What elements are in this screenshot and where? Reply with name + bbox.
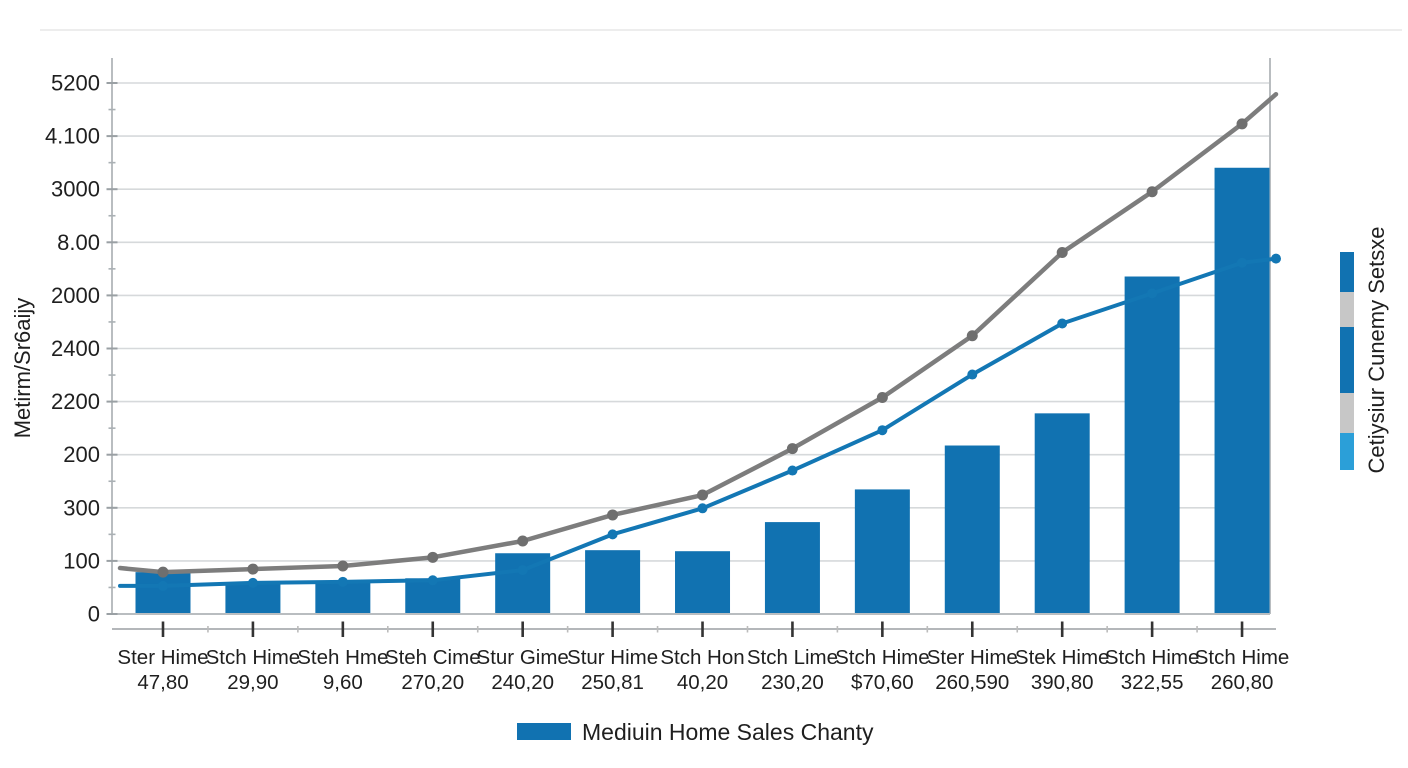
line-marker [1236,118,1248,130]
line-marker [967,369,978,380]
y-axis-title: Metirm/Sr6aijy [10,298,35,439]
x-category-name: Ster Hime [117,646,208,669]
x-category-name: Stch Lime [747,646,838,669]
bar [585,550,641,613]
color-bar-segment [1340,393,1354,433]
line-marker [697,503,708,514]
y-tick-label: 300 [63,495,100,520]
line-marker [786,443,798,455]
y-tick-label: 8.00 [57,230,100,255]
plot-borders [111,58,1271,615]
x-category-value: 390,80 [1031,671,1094,694]
line-marker [337,560,349,572]
x-category-name: Steh Hme [297,646,388,669]
x-category-name: Stch Hime [835,646,930,669]
x-category-name: Stur Hime [567,646,658,669]
legend: Mediuin Home Sales Chanty [517,719,874,745]
x-category-name: Ster Hime [927,646,1018,669]
y-tick-label: 2400 [51,336,100,361]
x-category-name: Stch Hon [660,646,744,669]
x-category-value: 40,20 [677,671,728,694]
right-legend-label: Cetiysiur Cunemy Setsxe [1364,227,1389,474]
legend-label: Mediuin Home Sales Chanty [582,719,874,745]
line-marker [427,551,439,563]
y-tick-label: 200 [63,442,100,467]
x-category-value: 260,80 [1211,671,1274,694]
legend-swatch-icon [517,723,571,740]
y-tick-label: 100 [63,548,100,573]
line-marker [247,563,259,575]
bar [764,522,820,613]
y-tick-label: 4.100 [45,124,100,149]
bar [315,582,371,613]
bar [944,445,1000,613]
line-marker [697,489,709,501]
y-tick-label: 0 [88,602,100,627]
x-category-name: Stek Hime [1015,646,1110,669]
bar [675,551,731,613]
line-marker [158,580,168,591]
line-marker [337,576,348,587]
color-bar-segment [1340,292,1354,327]
line-marker [1271,253,1281,264]
line-marker [607,529,618,540]
line-marker [517,535,529,547]
y-axis-ticks [106,82,118,615]
bar [135,572,191,613]
line-marker [876,392,888,404]
line-marker [877,425,888,436]
bar [854,489,910,613]
gray-trend-line [117,91,1279,575]
right-color-bar-legend: Cetiysiur Cunemy Setsxe [1340,227,1389,474]
x-category-name: Stch Hime [1195,646,1290,669]
x-category-value: 250,81 [581,671,644,694]
bar [1034,413,1090,613]
x-category-value: 240,20 [491,671,554,694]
y-tick-label: 3000 [51,177,100,202]
color-bar-segment [1340,252,1354,292]
x-category-name: Steh Cime [385,646,481,669]
bar [1214,167,1270,613]
blue-trend-line [118,256,1278,588]
x-category-name: Stch Hime [1105,646,1200,669]
x-axis-ticks [112,621,1276,637]
x-category-value: $70,60 [851,671,914,694]
x-category-value: 230,20 [761,671,824,694]
line-marker [1056,247,1068,259]
x-category-name: Stch Hime [206,646,301,669]
y-tick-label: 5200 [51,71,100,96]
color-bar-segment [1340,433,1354,470]
bar-series [135,167,1270,613]
line-marker [1057,318,1068,329]
gridlines [112,82,1270,562]
y-tick-label: 2200 [51,389,100,414]
line-marker [607,509,619,521]
color-bar-segments [1340,252,1354,470]
y-tick-label: 2000 [51,283,100,308]
x-category-value: 29,90 [227,671,278,694]
line-marker [1147,288,1158,299]
x-category-value: 322,55 [1121,671,1184,694]
x-category-value: 47,80 [137,671,188,694]
x-category-value: 270,20 [401,671,464,694]
line-marker [1237,257,1248,268]
bar [225,582,281,613]
y-axis-tick-labels: 0 100 300 200 2200 2400 2000 8.00 3000 4.100 5200 [45,71,100,627]
line-series [117,91,1281,591]
x-category-value: 260,590 [935,671,1009,694]
line-marker [427,575,438,586]
line-marker [247,577,258,588]
line-marker [787,465,798,476]
line-marker [966,330,978,342]
line-marker [517,565,528,576]
x-category-name: Stur Gime [477,646,569,669]
line-marker [157,566,169,578]
color-bar-segment [1340,327,1354,393]
line-marker [1146,186,1158,198]
x-category-value: 9,60 [323,671,363,694]
bar [1124,276,1180,613]
